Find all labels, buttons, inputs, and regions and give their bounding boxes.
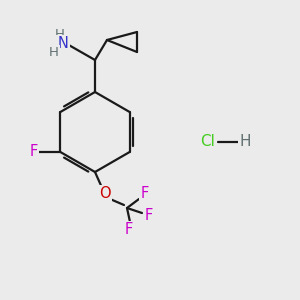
- Text: H: H: [49, 46, 59, 59]
- Text: F: F: [141, 187, 149, 202]
- Text: F: F: [145, 208, 153, 224]
- Text: H: H: [55, 28, 65, 40]
- Text: O: O: [99, 187, 111, 202]
- Text: Cl: Cl: [201, 134, 215, 149]
- Text: F: F: [125, 223, 133, 238]
- Text: F: F: [29, 145, 38, 160]
- Text: H: H: [239, 134, 251, 149]
- Text: N: N: [58, 37, 68, 52]
